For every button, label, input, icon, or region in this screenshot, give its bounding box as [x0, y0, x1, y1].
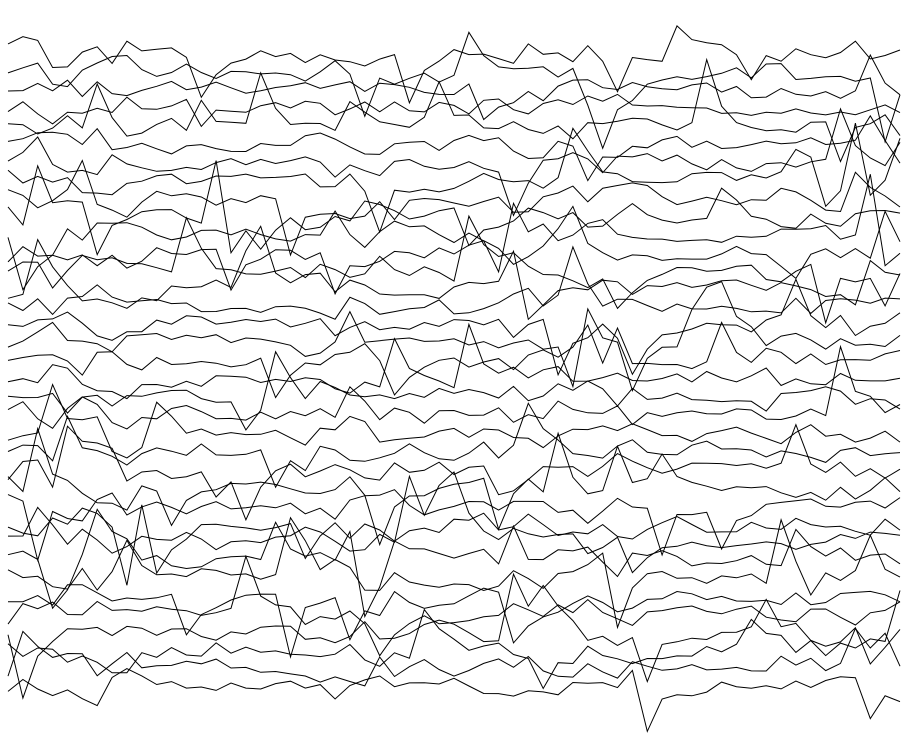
series-trace-28 — [7, 471, 901, 574]
series-trace-23 — [7, 402, 901, 489]
series-trace-35 — [7, 627, 901, 687]
series-trace-21 — [7, 344, 901, 430]
series-trace-18 — [7, 321, 901, 399]
series-trace-13 — [7, 214, 901, 325]
series-trace-24 — [7, 423, 901, 522]
series-trace-12 — [7, 205, 901, 296]
series-trace-29 — [7, 508, 901, 619]
series-trace-3 — [7, 53, 901, 121]
series-trace-2 — [7, 31, 901, 150]
series-trace-14 — [7, 225, 901, 321]
series-trace-11 — [7, 174, 901, 291]
series-trace-5 — [7, 57, 901, 163]
series-trace-20 — [7, 350, 901, 431]
series-trace-31 — [8, 584, 901, 659]
series-trace-7 — [7, 107, 901, 217]
series-trace-8 — [7, 122, 901, 234]
series-trace-17 — [7, 280, 901, 392]
series-trace-32 — [7, 554, 901, 657]
series-trace-4 — [7, 93, 901, 128]
series-trace-19 — [7, 322, 901, 400]
series-trace-16 — [7, 277, 901, 377]
series-trace-34 — [7, 590, 901, 690]
series-trace-33 — [7, 572, 901, 700]
series-trace-9 — [7, 159, 901, 257]
series-trace-6 — [7, 114, 901, 182]
series-trace-10 — [7, 160, 901, 256]
series-trace-15 — [7, 245, 901, 320]
series-trace-25 — [7, 426, 901, 547]
series-trace-1 — [7, 25, 901, 105]
series-trace-27 — [7, 504, 901, 586]
series-trace-26 — [7, 489, 901, 563]
series-trace-22 — [7, 383, 901, 459]
series-trace-36 — [7, 668, 901, 733]
series-trace-30 — [7, 516, 901, 630]
